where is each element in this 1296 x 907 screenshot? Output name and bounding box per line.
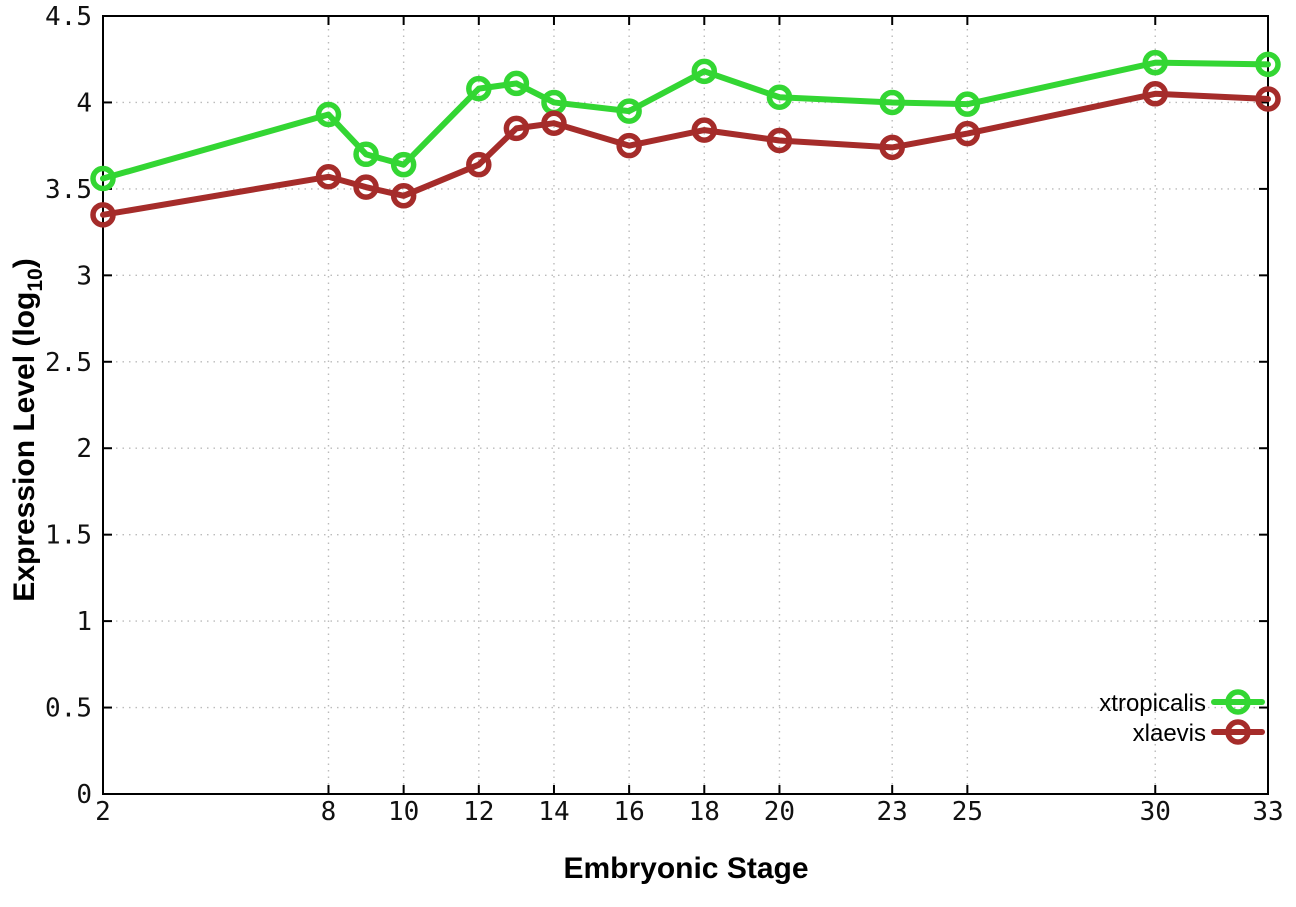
x-tick-label: 14 (538, 797, 569, 827)
legend-sample-point-xtropicalis (1225, 689, 1251, 715)
y-tick-label: 1.5 (45, 521, 92, 551)
series-xlaevis-point (466, 151, 492, 178)
series-xtropicalis-point (1255, 51, 1281, 78)
series-xlaevis-point (90, 202, 116, 228)
ticklabel-layer: 2 8 10 12 14 16 18 20 23 25 30 33 0 0.5 1 1.5 2 2.5 3 3.5 4 4… (45, 2, 1284, 827)
y-axis-title: Expression Level (log10) (8, 258, 47, 601)
x-tick-label: 12 (463, 797, 494, 827)
y-tick-label: 2.5 (45, 348, 92, 378)
y-tick-label: 3 (76, 261, 92, 291)
series-layer (90, 49, 1281, 228)
plot-border (102, 15, 1269, 795)
series-xtropicalis-point (954, 91, 981, 117)
legend: xtropicalis xlaevis (1099, 689, 1265, 747)
series-xlaevis-point (503, 115, 530, 142)
y-tick-label: 0 (76, 780, 92, 810)
series-xtropicalis-point (616, 98, 642, 124)
x-tick-label: 33 (1252, 797, 1283, 827)
series-xtropicalis-point (503, 70, 530, 97)
series-xlaevis-point (390, 183, 417, 209)
series-xtropicalis-point (691, 58, 718, 85)
y-tick-label: 0.5 (45, 694, 92, 724)
y-tick-label: 3.5 (45, 175, 92, 205)
legend-label-xtropicalis: xtropicalis (1099, 690, 1206, 717)
series-xlaevis-point (616, 132, 642, 159)
series-xlaevis-point (691, 117, 718, 143)
series-xlaevis-point (315, 164, 342, 190)
x-tick-label: 18 (689, 797, 720, 827)
x-tick-label: 30 (1140, 797, 1171, 827)
series-xtropicalis-point (90, 165, 116, 192)
series-xlaevis-point (879, 134, 905, 161)
series-xtropicalis-line (100, 59, 1271, 182)
y-tick-label: 4 (76, 88, 92, 118)
x-tick-label: 25 (952, 797, 983, 827)
x-tick-label: 2 (95, 797, 111, 827)
series-xlaevis-point (353, 174, 379, 200)
x-tick-label: 10 (388, 797, 419, 827)
series-xlaevis-point (1255, 86, 1281, 112)
x-axis-title: Embryonic Stage (563, 852, 808, 885)
series-xtropicalis-point (766, 84, 793, 111)
x-tick-label: 23 (877, 797, 908, 827)
series-xlaevis-line (100, 90, 1271, 218)
legend-label-xlaevis: xlaevis (1133, 720, 1206, 747)
series-xlaevis-point (766, 127, 793, 154)
series-xtropicalis-point (1142, 49, 1169, 76)
legend-sample-point-xlaevis (1225, 719, 1251, 745)
series-xtropicalis-point (353, 141, 379, 168)
series-xtropicalis-point (879, 89, 905, 116)
series-xlaevis-point (541, 110, 567, 136)
y-tick-label: 4.5 (45, 2, 92, 32)
y-tick-label: 2 (76, 434, 92, 464)
series-xtropicalis-point (315, 101, 342, 128)
x-tick-label: 20 (764, 797, 795, 827)
x-tick-label: 16 (613, 797, 644, 827)
x-tick-label: 8 (321, 797, 337, 827)
series-xlaevis-point (1142, 81, 1169, 107)
series-xlaevis-point (954, 120, 981, 147)
y-tick-label: 1 (76, 607, 92, 637)
series-xtropicalis-point (390, 151, 417, 178)
series-xtropicalis-point (466, 75, 492, 102)
